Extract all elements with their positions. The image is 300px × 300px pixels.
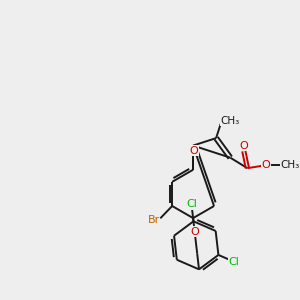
Text: CH₃: CH₃ — [280, 160, 300, 170]
Text: Cl: Cl — [229, 257, 239, 267]
Text: O: O — [189, 146, 198, 156]
Text: CH₃: CH₃ — [220, 116, 239, 126]
Text: Br: Br — [148, 215, 160, 225]
Text: O: O — [239, 141, 248, 151]
Text: Cl: Cl — [186, 199, 197, 209]
Text: O: O — [190, 226, 199, 236]
Text: O: O — [262, 160, 271, 170]
